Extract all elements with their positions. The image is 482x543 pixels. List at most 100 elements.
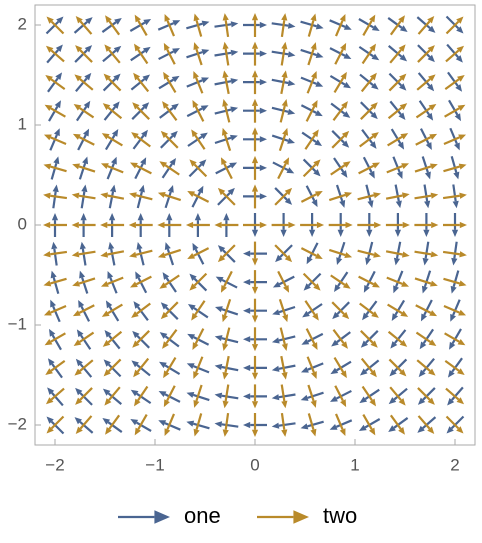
arrow-shaft xyxy=(336,360,352,372)
arrow-shaft xyxy=(136,106,150,120)
vector-arrow xyxy=(243,21,267,29)
vector-arrow xyxy=(394,184,402,209)
arrow-shaft xyxy=(101,21,117,33)
arrow-shaft xyxy=(414,165,432,173)
arrow-shaft xyxy=(366,270,376,287)
vector-arrow xyxy=(420,299,433,322)
vector-arrow xyxy=(386,163,410,174)
vector-arrow xyxy=(414,277,438,287)
arrow-head xyxy=(336,257,343,266)
arrow-shaft xyxy=(214,23,232,28)
arrow-shaft xyxy=(161,163,173,179)
vector-arrow xyxy=(72,304,95,317)
arrow-shaft xyxy=(50,107,66,118)
vector-arrow xyxy=(166,213,173,237)
arrow-shaft xyxy=(109,277,118,294)
arrow-head xyxy=(455,55,463,63)
arrow-head xyxy=(214,335,223,342)
vector-arrow xyxy=(387,17,408,33)
arrow-shaft xyxy=(165,106,178,121)
vector-arrow xyxy=(100,221,125,229)
vector-arrow xyxy=(108,184,117,209)
arrow-shaft xyxy=(166,20,176,37)
arrow-shaft xyxy=(307,20,315,37)
arrow-head xyxy=(193,428,200,437)
arrow-head xyxy=(45,75,53,82)
vector-arrow xyxy=(45,16,64,35)
vector-arrow xyxy=(243,278,267,286)
vector-arrow xyxy=(388,45,408,62)
vector-arrow xyxy=(302,159,321,178)
arrow-shaft xyxy=(332,329,345,344)
arrow-head xyxy=(189,159,197,167)
arrow-head xyxy=(366,229,373,237)
arrow-head xyxy=(43,280,52,287)
vector-arrow xyxy=(251,327,259,352)
arrow-shaft xyxy=(417,387,431,401)
arrow-shaft xyxy=(193,247,210,257)
arrow-head xyxy=(251,401,259,409)
arrow-shaft xyxy=(186,22,203,30)
arrow-head xyxy=(162,341,169,349)
vector-arrow xyxy=(362,14,376,36)
vector-arrow xyxy=(222,13,230,38)
vector-arrow xyxy=(388,73,407,92)
arrow-shaft xyxy=(224,412,230,430)
arrow-shaft xyxy=(51,334,62,351)
arrow-head xyxy=(259,50,267,57)
arrow-head xyxy=(243,421,251,429)
vector-arrow xyxy=(78,156,89,180)
arrow-shaft xyxy=(393,358,408,373)
arrow-head xyxy=(331,339,339,347)
vector-arrow xyxy=(358,275,380,288)
arrow-head xyxy=(243,307,251,314)
arrow-shaft xyxy=(50,49,65,63)
arrow-shaft xyxy=(304,300,316,316)
vector-arrow xyxy=(132,102,150,120)
arrow-shaft xyxy=(221,365,239,372)
y-tick-label: 0 xyxy=(18,214,27,233)
arrow-head xyxy=(105,15,112,23)
vector-arrow xyxy=(359,132,379,148)
vector-arrow xyxy=(385,192,410,200)
vector-arrow xyxy=(446,43,463,63)
arrow-shaft xyxy=(193,307,209,319)
vector-arrow xyxy=(222,41,230,66)
vector-arrow xyxy=(301,332,324,345)
vector-arrow xyxy=(134,157,147,180)
vector-arrow xyxy=(47,387,64,407)
arrow-shaft xyxy=(272,161,289,172)
arrow-head xyxy=(71,192,80,199)
vector-arrow xyxy=(159,361,181,376)
arrow-head xyxy=(369,398,377,407)
arrow-shaft xyxy=(195,77,204,94)
arrow-head xyxy=(75,358,83,367)
arrow-head xyxy=(453,171,460,180)
arrow-shaft xyxy=(386,165,403,174)
arrow-head xyxy=(399,25,408,33)
vector-arrow xyxy=(214,49,239,57)
arrow-head xyxy=(222,13,229,21)
arrow-shaft xyxy=(387,303,403,315)
arrow-shaft xyxy=(444,332,460,343)
arrow-head xyxy=(458,163,467,170)
vector-arrow xyxy=(160,301,179,320)
vector-arrow xyxy=(272,275,295,288)
vector-arrow xyxy=(130,389,152,405)
arrow-shaft xyxy=(358,45,374,58)
vector-arrow xyxy=(50,299,61,323)
arrow-head xyxy=(395,200,402,209)
arrow-shaft xyxy=(79,415,93,430)
arrow-head xyxy=(107,270,114,279)
arrow-shaft xyxy=(193,336,210,346)
arrow-shaft xyxy=(137,49,149,65)
vector-arrow xyxy=(222,355,230,380)
arrow-shaft xyxy=(414,250,432,256)
arrow-shaft xyxy=(307,420,324,428)
vector-arrow xyxy=(271,134,296,144)
vector-arrow xyxy=(214,392,239,400)
arrow-head xyxy=(214,363,223,371)
arrow-shaft xyxy=(77,134,87,151)
arrow-head xyxy=(359,368,368,376)
arrow-shaft xyxy=(107,392,122,405)
